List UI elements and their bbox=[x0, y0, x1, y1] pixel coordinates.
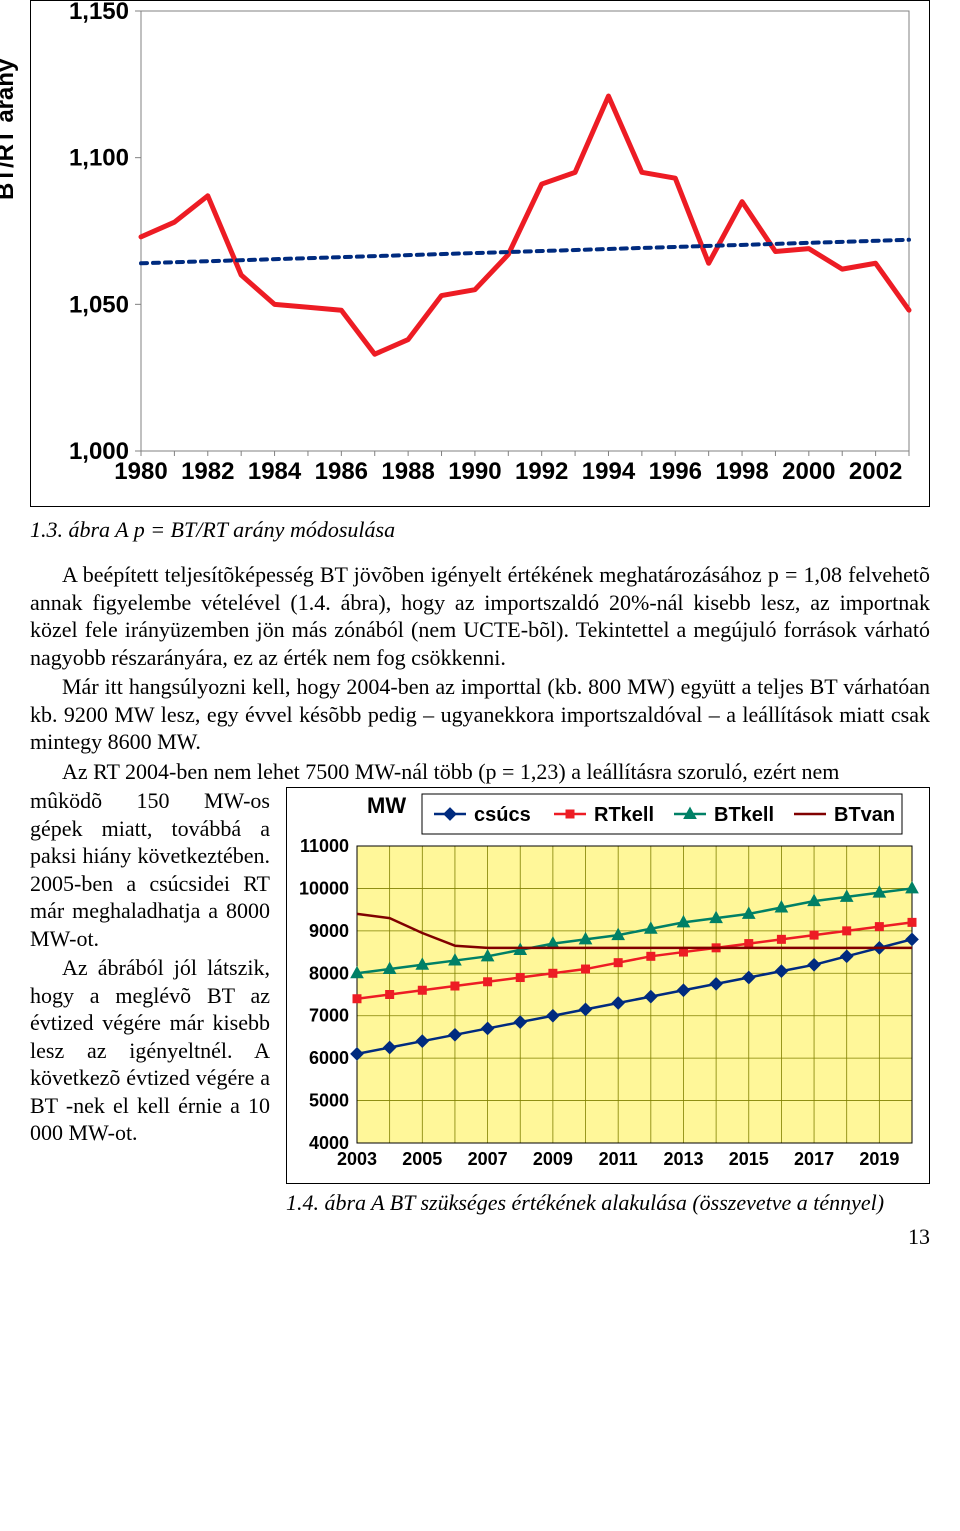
svg-text:2003: 2003 bbox=[337, 1149, 377, 1169]
svg-text:csúcs: csúcs bbox=[474, 804, 531, 826]
svg-text:BTvan: BTvan bbox=[834, 804, 895, 826]
paragraph-2: Már itt hangsúlyozni kell, hogy 2004-ben… bbox=[30, 673, 930, 756]
paragraph-3-line1: Az RT 2004-ben nem lehet 7500 MW-nál töb… bbox=[30, 758, 930, 786]
svg-text:7000: 7000 bbox=[309, 1006, 349, 1026]
svg-text:1994: 1994 bbox=[582, 458, 636, 485]
paragraph-3-rest: mûködõ 150 MW-os gépek miatt, továbbá a … bbox=[30, 787, 270, 952]
svg-text:2002: 2002 bbox=[849, 458, 902, 485]
svg-text:8000: 8000 bbox=[309, 963, 349, 983]
svg-text:1,150: 1,150 bbox=[69, 1, 129, 25]
svg-text:5000: 5000 bbox=[309, 1091, 349, 1111]
svg-text:11000: 11000 bbox=[300, 836, 349, 856]
svg-text:1998: 1998 bbox=[715, 458, 768, 485]
svg-text:1,100: 1,100 bbox=[69, 145, 129, 172]
svg-text:1982: 1982 bbox=[181, 458, 234, 485]
svg-text:2011: 2011 bbox=[599, 1149, 638, 1169]
chart-1-container: BT/RT arány 1,0001,0501,1001,15019801982… bbox=[30, 0, 930, 507]
svg-text:2015: 2015 bbox=[729, 1149, 769, 1169]
svg-text:6000: 6000 bbox=[309, 1048, 349, 1068]
chart-1: 1,0001,0501,1001,15019801982198419861988… bbox=[30, 0, 930, 507]
paragraph-1: A beépített teljesítõképesség BT jövõben… bbox=[30, 561, 930, 671]
svg-text:1990: 1990 bbox=[448, 458, 501, 485]
svg-text:1988: 1988 bbox=[381, 458, 434, 485]
svg-text:2017: 2017 bbox=[794, 1149, 834, 1169]
svg-text:MW: MW bbox=[367, 793, 406, 818]
svg-text:1980: 1980 bbox=[114, 458, 167, 485]
svg-text:1996: 1996 bbox=[649, 458, 702, 485]
svg-text:1992: 1992 bbox=[515, 458, 568, 485]
figure-1-caption: 1.3. ábra A p = BT/RT arány módosulása bbox=[30, 517, 930, 543]
svg-text:1986: 1986 bbox=[315, 458, 368, 485]
svg-text:2005: 2005 bbox=[402, 1149, 442, 1169]
svg-text:2013: 2013 bbox=[663, 1149, 703, 1169]
chart-2: 4000500060007000800090001000011000200320… bbox=[286, 787, 930, 1184]
svg-text:1,050: 1,050 bbox=[69, 291, 129, 318]
svg-text:RTkell: RTkell bbox=[594, 804, 654, 826]
body-text: A beépített teljesítõképesség BT jövõben… bbox=[30, 561, 930, 785]
svg-text:10000: 10000 bbox=[299, 878, 349, 898]
svg-text:1984: 1984 bbox=[248, 458, 302, 485]
svg-text:9000: 9000 bbox=[309, 921, 349, 941]
svg-text:2000: 2000 bbox=[782, 458, 835, 485]
paragraph-4: Az ábrából jól látszik, hogy a meglévõ B… bbox=[30, 954, 270, 1147]
svg-text:2009: 2009 bbox=[533, 1149, 573, 1169]
svg-text:BTkell: BTkell bbox=[714, 804, 774, 826]
figure-2-caption: 1.4. ábra A BT szükséges értékének alaku… bbox=[286, 1190, 930, 1216]
svg-text:2007: 2007 bbox=[468, 1149, 508, 1169]
svg-text:2019: 2019 bbox=[859, 1149, 899, 1169]
left-column-text: mûködõ 150 MW-os gépek miatt, továbbá a … bbox=[30, 787, 270, 1147]
page-number: 13 bbox=[30, 1224, 930, 1250]
chart-1-ylabel: BT/RT arány bbox=[0, 59, 20, 200]
